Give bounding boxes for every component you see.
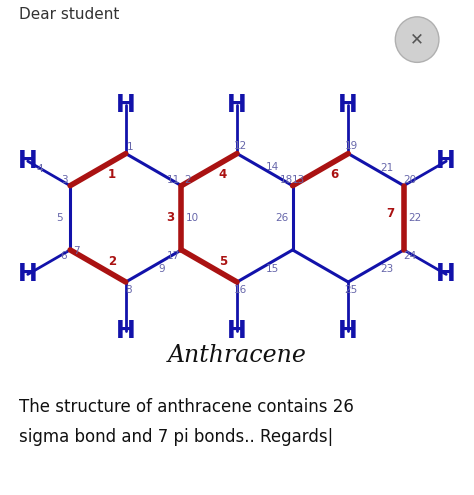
Text: H: H — [18, 149, 37, 173]
Text: 3: 3 — [61, 175, 67, 185]
Text: 11: 11 — [167, 175, 181, 185]
Text: 3: 3 — [167, 211, 175, 224]
Text: 7: 7 — [73, 247, 80, 256]
Text: H: H — [18, 262, 37, 287]
Text: 12: 12 — [233, 141, 246, 151]
Text: 8: 8 — [126, 285, 132, 295]
Text: H: H — [338, 93, 358, 117]
Text: 24: 24 — [403, 251, 417, 261]
Text: Dear student: Dear student — [19, 7, 119, 22]
Text: 4: 4 — [36, 164, 43, 174]
Text: ✕: ✕ — [410, 31, 424, 49]
Text: 26: 26 — [275, 213, 289, 223]
Text: 10: 10 — [185, 213, 199, 223]
Text: 15: 15 — [266, 264, 279, 274]
Text: 13: 13 — [292, 175, 305, 185]
Text: H: H — [227, 93, 247, 117]
Text: 21: 21 — [380, 163, 393, 173]
Text: 23: 23 — [380, 264, 393, 274]
Text: 25: 25 — [345, 285, 358, 295]
Text: H: H — [437, 149, 456, 173]
Text: 9: 9 — [158, 264, 164, 274]
Text: H: H — [338, 319, 358, 343]
Text: The structure of anthracene contains 26: The structure of anthracene contains 26 — [19, 398, 354, 416]
Text: H: H — [437, 262, 456, 287]
Text: 17: 17 — [167, 251, 181, 261]
Text: 1: 1 — [108, 168, 116, 181]
Text: 20: 20 — [403, 175, 417, 185]
Text: 5: 5 — [56, 213, 63, 223]
Text: 6: 6 — [330, 168, 338, 181]
Text: 14: 14 — [266, 161, 279, 172]
Text: H: H — [116, 319, 136, 343]
Text: 5: 5 — [219, 255, 227, 268]
Text: H: H — [116, 93, 136, 117]
Text: 6: 6 — [61, 251, 67, 261]
Text: 1: 1 — [127, 143, 134, 152]
Text: H: H — [227, 319, 247, 343]
Text: 18: 18 — [280, 175, 293, 185]
Text: 19: 19 — [345, 141, 358, 151]
Text: 22: 22 — [408, 213, 421, 223]
Text: 7: 7 — [386, 207, 394, 220]
Text: 2: 2 — [184, 175, 191, 185]
Text: 16: 16 — [233, 285, 246, 295]
Text: Anthracene: Anthracene — [168, 344, 306, 367]
Text: sigma bond and 7 pi bonds.. Regards|: sigma bond and 7 pi bonds.. Regards| — [19, 428, 333, 446]
Circle shape — [395, 17, 439, 62]
Text: 2: 2 — [108, 255, 116, 268]
Text: 4: 4 — [219, 168, 227, 181]
